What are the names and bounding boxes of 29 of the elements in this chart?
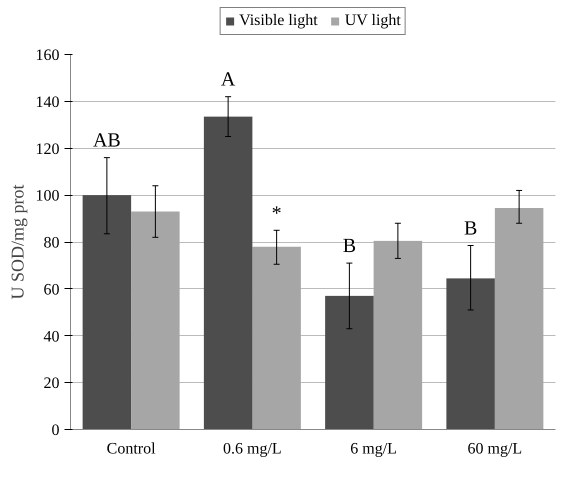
y-tick-label: 40 [44,328,60,346]
x-tick-label: 60 mg/L [468,440,522,458]
y-axis-title: U SOD/mg prot [8,184,28,300]
bar [325,296,374,430]
y-tick-label: 100 [36,188,60,205]
y-tick-label: 20 [44,375,60,392]
y-tick-label: 80 [44,234,60,252]
bar [82,195,132,430]
bar [374,240,422,430]
x-tick-label: 0.6 mg/L [223,440,282,458]
y-tick-label: 0 [52,422,60,439]
bar [131,212,180,430]
y-tick-label: 160 [36,47,60,64]
annotation: B [464,218,478,240]
annotation: B [342,235,356,258]
bar [446,278,495,430]
annotation: * [272,202,282,224]
y-tick-label: 60 [44,281,60,298]
y-tick-label: 140 [36,94,60,111]
bar [494,208,544,430]
annotation: A [220,68,236,91]
x-tick-label: 6 mg/L [350,440,397,458]
x-tick-label: Control [106,440,156,458]
annotation: AB [92,130,121,152]
bar [204,116,252,430]
legend-label: UV light [344,12,401,30]
legend-label: Visible light [239,12,318,30]
bar [252,246,301,430]
y-tick-label: 120 [36,140,60,158]
